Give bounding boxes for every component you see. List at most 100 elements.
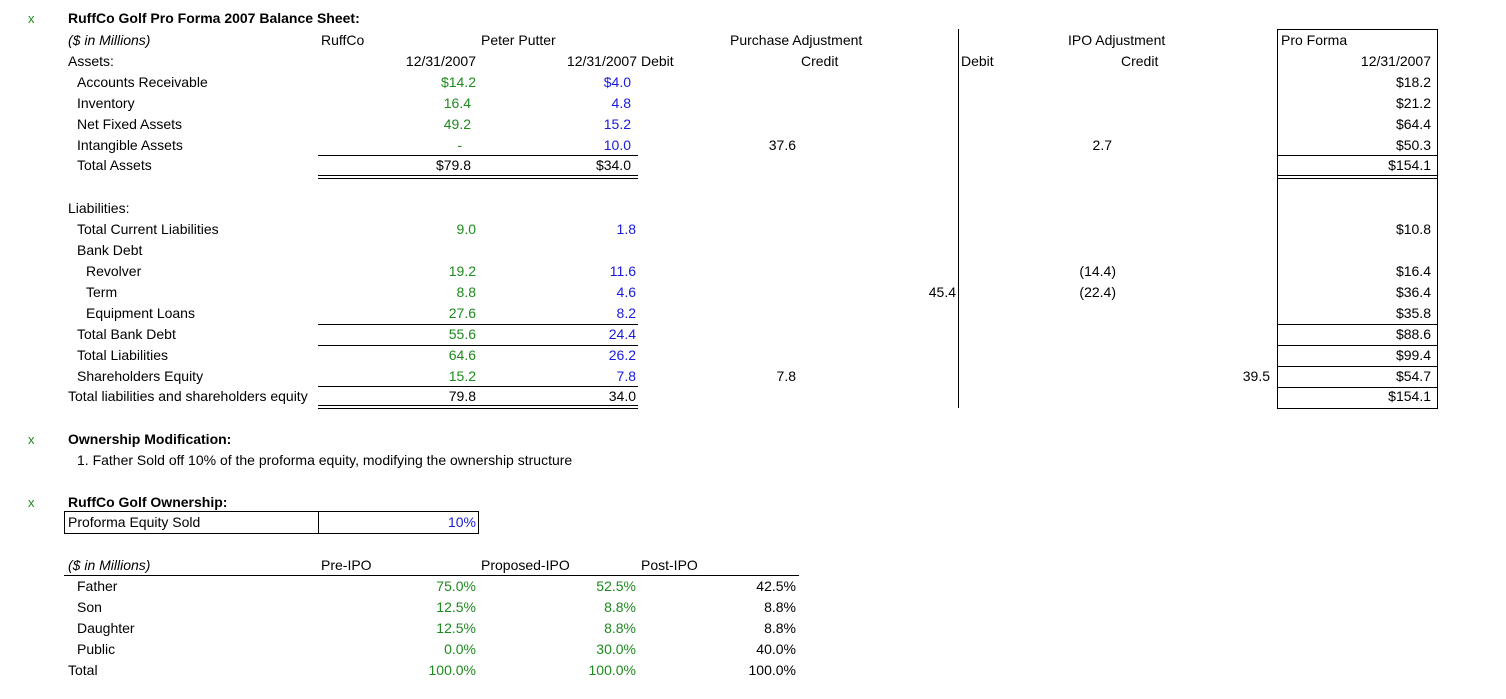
subtotal-rule (1278, 366, 1437, 367)
row-label: Revolver (86, 263, 142, 279)
ruffco-value: - (457, 137, 462, 153)
pre-ipo-value: 12.5% (436, 599, 476, 615)
subtotal-rule (1278, 324, 1437, 325)
balance-sheet-title: RuffCo Golf Pro Forma 2007 Balance Sheet… (68, 10, 360, 26)
row-label: Total Current Liabilities (77, 221, 219, 237)
subtotal-rule (1278, 345, 1437, 346)
peter-putter-value: $4.0 (603, 74, 631, 90)
pro-forma-value: $154.1 (1388, 388, 1431, 404)
pro-forma-value: $64.4 (1395, 116, 1431, 132)
purchase-credit-value: 37.6 (768, 137, 796, 153)
col-header-post-ipo: Post-IPO (641, 557, 698, 573)
ruffco-value: $14.2 (440, 74, 476, 90)
section-marker: x (28, 432, 35, 447)
ownership-units-label: ($ in Millions) (68, 557, 151, 573)
row-label: Equipment Loans (86, 305, 195, 321)
pro-forma-value: $54.7 (1395, 368, 1431, 384)
owner-label: Total (68, 662, 98, 678)
equity-sold-input[interactable]: 10% (447, 514, 476, 530)
row-label: Accounts Receivable (77, 74, 208, 90)
peter-putter-value: 1.8 (616, 221, 636, 237)
pre-ipo-value: 0.0% (444, 641, 476, 657)
peter-putter-value: 10.0 (603, 137, 631, 153)
col-header-ipo-adjustment: IPO Adjustment (1068, 32, 1166, 48)
date-peter-putter: 12/31/2007 (566, 53, 637, 69)
subtotal-rule (1278, 155, 1437, 156)
peter-putter-value: 7.8 (616, 368, 636, 384)
total-double-rule (318, 408, 638, 409)
proposed-ipo-value: 100.0% (588, 662, 636, 678)
row-label: Total Assets (77, 157, 152, 173)
subtotal-rule (318, 386, 638, 387)
proposed-ipo-value: 8.8% (604, 599, 636, 615)
pro-forma-value: $10.8 (1395, 221, 1431, 237)
pro-forma-value: $18.2 (1395, 74, 1431, 90)
proposed-ipo-value: 52.5% (596, 578, 636, 594)
units-label: ($ in Millions) (68, 32, 151, 48)
ipo-credit-value: (22.4) (1079, 284, 1116, 300)
post-ipo-value: 42.5% (756, 578, 796, 594)
section-marker: x (28, 11, 35, 26)
equity-sold-box (64, 511, 479, 534)
row-label: Total liabilities and shareholders equit… (68, 388, 308, 404)
purchase-credit-header: Credit (801, 53, 839, 69)
header-rule (64, 575, 799, 576)
subtotal-rule (1278, 387, 1437, 388)
ruffco-value: 79.8 (448, 388, 476, 404)
total-double-rule (318, 175, 638, 176)
ipo-debit-header: Debit (961, 53, 994, 69)
total-double-rule (1278, 178, 1437, 179)
col-header-pre-ipo: Pre-IPO (321, 557, 372, 573)
peter-putter-value: 24.4 (608, 326, 636, 342)
ruffco-value: 55.6 (448, 326, 476, 342)
ruffco-value: $79.8 (435, 157, 471, 173)
peter-putter-value: 11.6 (609, 263, 636, 279)
date-pro-forma: 12/31/2007 (1360, 53, 1431, 69)
row-label: Inventory (77, 95, 135, 111)
row-label: Net Fixed Assets (77, 116, 183, 132)
equity-sold-label: Proforma Equity Sold (68, 514, 201, 530)
pro-forma-value: $36.4 (1395, 284, 1431, 300)
pro-forma-value: $154.1 (1388, 157, 1431, 173)
ipo-debit-value: 45.4 (928, 284, 956, 300)
pro-forma-value: $50.3 (1395, 137, 1431, 153)
owner-label: Public (77, 641, 116, 657)
total-double-rule (318, 405, 638, 406)
ownership-modification-note: 1. Father Sold off 10% of the proforma e… (77, 452, 573, 468)
post-ipo-value: 8.8% (764, 620, 796, 636)
purchase-debit-header: Debit (641, 53, 674, 69)
post-ipo-value: 100.0% (748, 662, 796, 678)
peter-putter-value: 4.8 (611, 95, 631, 111)
row-label: Intangible Assets (77, 137, 183, 153)
pro-forma-value: $99.4 (1395, 347, 1431, 363)
peter-putter-value: 34.0 (608, 388, 636, 404)
pro-forma-value: $21.2 (1395, 95, 1431, 111)
subtotal-rule (318, 324, 638, 325)
owner-label: Father (77, 578, 118, 594)
ruffco-value: 16.4 (443, 95, 471, 111)
date-ruffco: 12/31/2007 (405, 53, 476, 69)
peter-putter-value: 15.2 (603, 116, 631, 132)
purchase-credit-value: 7.8 (776, 368, 796, 384)
row-label: Shareholders Equity (77, 368, 204, 384)
ruffco-value: 19.2 (448, 263, 476, 279)
ruffco-value: 64.6 (448, 347, 476, 363)
ownership-title: RuffCo Golf Ownership: (68, 494, 228, 510)
ruffco-value: 49.2 (443, 116, 471, 132)
peter-putter-value: 26.2 (608, 347, 636, 363)
equity-sold-divider (318, 512, 319, 533)
pro-forma-value: $35.8 (1395, 305, 1431, 321)
peter-putter-value: $34.0 (595, 157, 631, 173)
post-ipo-value: 40.0% (756, 641, 796, 657)
ruffco-value: 9.0 (456, 221, 476, 237)
owner-label: Daughter (77, 620, 135, 636)
col-header-proposed-ipo: Proposed-IPO (481, 557, 570, 573)
peter-putter-value: 4.6 (616, 284, 636, 300)
row-label: Total Bank Debt (77, 326, 176, 342)
ruffco-value: 27.6 (448, 305, 476, 321)
ruffco-value: 15.2 (448, 368, 476, 384)
row-label: Bank Debt (77, 242, 143, 258)
pro-forma-value: $88.6 (1395, 326, 1431, 342)
subtotal-rule (318, 155, 638, 156)
row-label: Total Liabilities (77, 347, 169, 363)
